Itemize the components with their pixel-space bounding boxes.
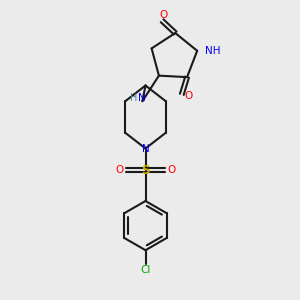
Text: NH: NH <box>205 46 221 56</box>
Text: N: N <box>138 93 146 103</box>
Text: N: N <box>142 143 149 154</box>
Text: O: O <box>160 11 168 20</box>
Text: S: S <box>141 164 150 177</box>
Text: O: O <box>167 165 176 175</box>
Text: O: O <box>115 165 124 175</box>
Text: Cl: Cl <box>140 265 151 275</box>
Text: O: O <box>184 91 193 101</box>
Text: H: H <box>130 93 137 103</box>
